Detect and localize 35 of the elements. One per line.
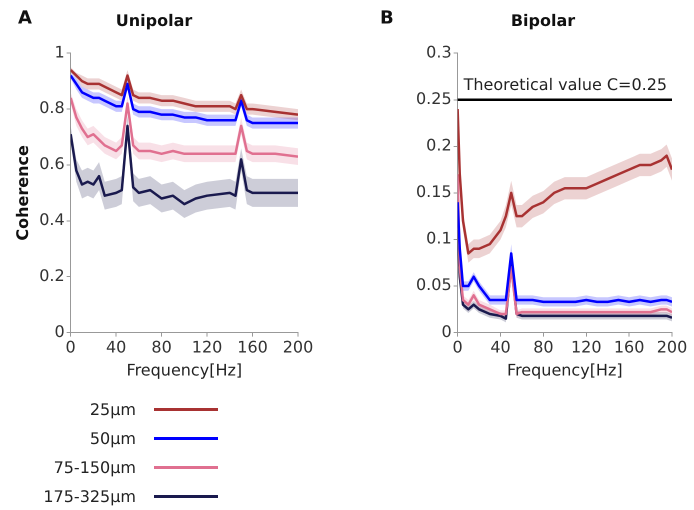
x-tick-label: 120	[192, 337, 222, 356]
x-axis-title: Frequency[Hz]	[507, 360, 623, 380]
y-tick-label: 0.3	[426, 42, 452, 62]
y-tick-label: 0.1	[426, 228, 452, 248]
x-tick-label: 160	[614, 337, 644, 356]
y-tick-label: 0.15	[416, 182, 452, 202]
x-axis-title: Frequency[Hz]	[126, 360, 242, 380]
x-tick-label: 160	[237, 337, 268, 356]
y-tick-label: 0.8	[39, 98, 65, 118]
legend-label: 75-150µm	[54, 458, 136, 477]
text: A	[18, 8, 32, 29]
x-tick-label: 200	[282, 337, 314, 356]
chart-title: Bipolar	[510, 10, 576, 30]
legend-label: 50µm	[90, 429, 136, 448]
legend-label: 175-325µm	[43, 487, 136, 506]
y-tick-label: 0.05	[416, 275, 452, 294]
y-tick-label: 0.2	[39, 266, 65, 285]
y-tick-label: 1	[54, 42, 65, 62]
x-tick-label: 40	[106, 337, 126, 356]
x-tick-label: 120	[570, 337, 602, 356]
y-tick-label: 0	[441, 322, 452, 341]
ref-line-label: Theoretical value C=0.25	[462, 74, 668, 94]
y-tick-label: 0	[54, 322, 65, 341]
y-axis-title: Coherence	[12, 145, 32, 241]
legend-label: 25µm	[90, 400, 136, 419]
x-tick-label: 200	[656, 337, 688, 356]
text: B	[380, 8, 394, 29]
x-tick-label: 80	[533, 337, 554, 356]
y-tick-label: 0.4	[39, 210, 65, 229]
x-tick-label: 40	[490, 337, 511, 356]
chart-title: Unipolar	[116, 10, 192, 30]
y-tick-label: 0.2	[426, 135, 452, 154]
y-tick-label: 0.25	[416, 88, 452, 108]
y-tick-label: 0.6	[39, 154, 65, 174]
x-tick-label: 80	[151, 337, 172, 356]
